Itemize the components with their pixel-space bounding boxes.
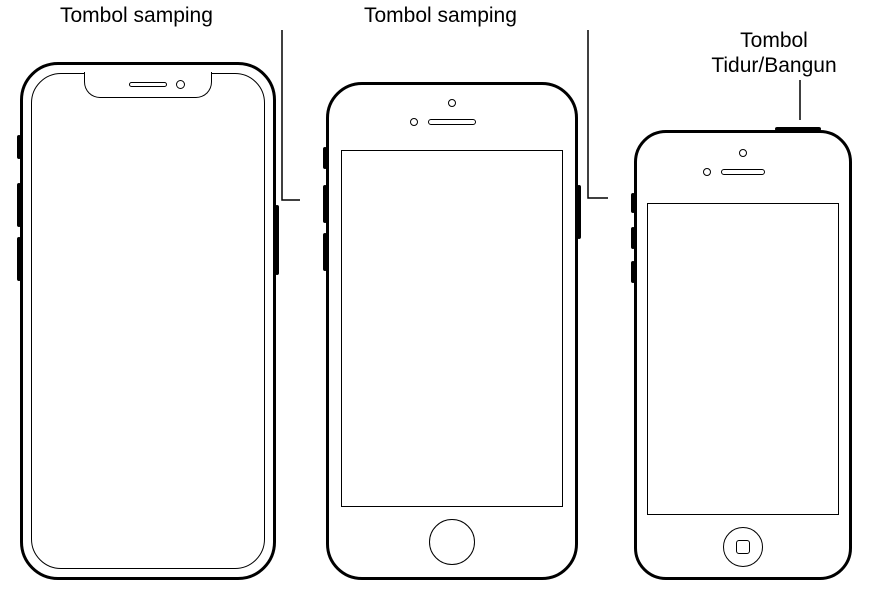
phone2-side-button <box>577 185 581 239</box>
phone-model-home-top <box>634 130 852 580</box>
phone2-top-sensor-icon <box>448 99 456 107</box>
phone2-volume-down-button <box>323 233 327 271</box>
phone1-screen-bezel <box>31 73 265 569</box>
phone3-volume-up-button <box>631 227 635 249</box>
phone3-sleep-wake-button <box>775 127 821 131</box>
phone1-notch <box>84 72 212 98</box>
phone3-volume-down-button <box>631 261 635 283</box>
phone1-speaker-icon <box>129 82 167 87</box>
phone3-camera-icon <box>703 168 711 176</box>
phone2-camera-icon <box>410 118 418 126</box>
phone1-mute-switch <box>17 135 21 159</box>
phone1-volume-down-button <box>17 237 21 281</box>
phone3-mute-switch <box>631 193 635 213</box>
phone2-home-button <box>429 519 475 565</box>
phone-model-home-side <box>326 82 578 580</box>
phone1-volume-up-button <box>17 183 21 227</box>
phone2-mute-switch <box>323 147 327 169</box>
phone3-top-sensor-icon <box>739 149 747 157</box>
phone-model-notch <box>20 62 276 580</box>
phone3-screen <box>647 203 839 515</box>
phone3-speaker-icon <box>721 169 765 175</box>
phone1-side-button <box>275 205 279 275</box>
phone3-home-button <box>723 527 763 567</box>
phone2-speaker-icon <box>428 119 476 125</box>
phone3-home-square-icon <box>736 540 750 554</box>
phone2-screen <box>341 150 563 507</box>
phone1-camera-icon <box>176 80 185 89</box>
phone2-volume-up-button <box>323 185 327 223</box>
